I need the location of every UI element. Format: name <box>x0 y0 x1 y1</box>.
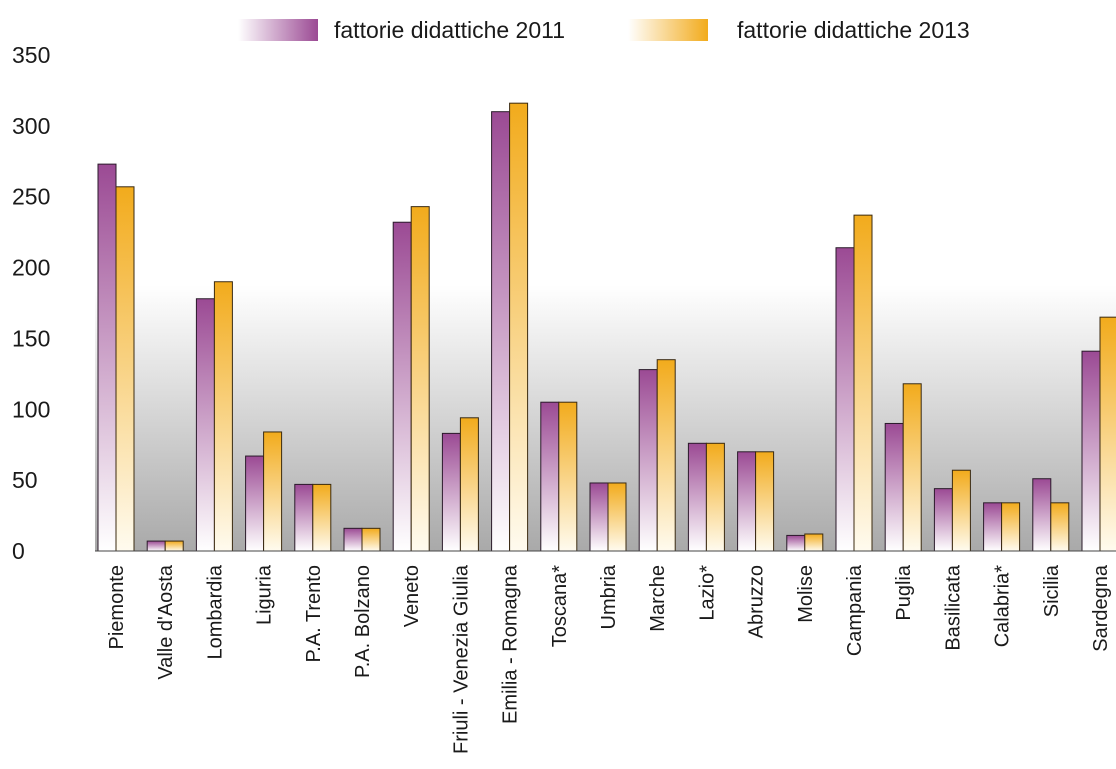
bar-2013 <box>361 527 381 552</box>
bar-2011 <box>343 527 363 552</box>
x-tick-label: Umbria <box>598 564 620 629</box>
y-tick-label: 350 <box>12 42 50 68</box>
legend-label-2011: fattorie didattiche 2011 <box>334 17 565 43</box>
bar-2013 <box>951 469 971 552</box>
bar-2013 <box>213 281 233 552</box>
bar-2011 <box>195 298 215 552</box>
bar-2013 <box>558 401 578 552</box>
bar-2011 <box>589 482 609 552</box>
bar-2013 <box>263 431 283 552</box>
x-axis: Piemonte Valle d'Aosta Lombardia Liguria P.A… <box>106 564 1112 754</box>
bar-2013 <box>853 214 873 552</box>
x-tick-label: Emilia - Romagna <box>500 564 522 724</box>
bar-2011 <box>392 221 412 552</box>
y-axis: 0 50 100 150 200 250 300 350 <box>12 42 50 564</box>
bar-2013 <box>804 533 824 552</box>
bar-2011 <box>786 534 806 552</box>
bar-2011 <box>491 111 511 552</box>
bar-2013 <box>607 482 627 552</box>
bar-2011 <box>1032 478 1052 552</box>
bar-2011 <box>835 247 855 552</box>
bar-2013 <box>115 186 135 552</box>
x-tick-label: P.A. Bolzano <box>352 565 374 678</box>
bar-2013 <box>902 383 922 552</box>
bar-2011 <box>983 502 1003 552</box>
x-tick-label: Lombardia <box>204 564 226 659</box>
y-tick-label: 50 <box>12 467 38 493</box>
bar-2011 <box>933 488 953 552</box>
legend-swatch-2011 <box>238 19 318 41</box>
y-tick-label: 250 <box>12 184 50 210</box>
x-tick-label: Basilicata <box>942 564 964 650</box>
legend-swatch-2013 <box>628 19 708 41</box>
bar-2011 <box>146 540 166 552</box>
y-tick-label: 200 <box>12 255 50 281</box>
x-tick-label: Valle d'Aosta <box>155 564 177 680</box>
x-tick-label: Veneto <box>401 565 423 627</box>
bar-2011 <box>97 163 117 552</box>
bar-2013 <box>312 483 332 552</box>
x-tick-label: Lazio* <box>696 565 718 621</box>
bar-2011 <box>638 369 658 552</box>
bar-2011 <box>245 455 265 552</box>
bar-2011 <box>540 401 560 552</box>
bars <box>97 102 1116 552</box>
bar-2013 <box>656 359 676 552</box>
bar-2011 <box>687 442 707 552</box>
x-tick-label: P.A. Trento <box>303 565 325 662</box>
x-tick-label: Campania <box>844 564 866 656</box>
y-tick-label: 300 <box>12 113 50 139</box>
bar-2013 <box>164 540 184 552</box>
x-tick-label: Abruzzo <box>746 565 768 638</box>
bar-2013 <box>1001 502 1021 552</box>
x-tick-label: Piemonte <box>106 565 128 650</box>
bar-2013 <box>459 417 479 552</box>
x-tick-label: Puglia <box>893 564 915 620</box>
bar-2011 <box>737 451 757 552</box>
x-tick-label: Toscana* <box>549 565 571 647</box>
bar-2011 <box>884 422 904 552</box>
legend-label-2013: fattorie didattiche 2013 <box>737 17 970 43</box>
x-tick-label: Liguria <box>254 564 276 625</box>
bar-2013 <box>1099 316 1116 552</box>
x-tick-label: Calabria* <box>992 565 1014 647</box>
x-tick-label: Sardegna <box>1090 564 1112 652</box>
legend: fattorie didattiche 2011 fattorie didatt… <box>238 17 970 43</box>
bar-2013 <box>509 102 529 552</box>
bar-2013 <box>410 206 430 552</box>
y-tick-label: 100 <box>12 396 50 422</box>
x-tick-label: Sicilia <box>1041 564 1063 617</box>
bar-2011 <box>294 483 314 552</box>
bar-2013 <box>755 451 775 552</box>
y-tick-label: 0 <box>12 538 25 564</box>
x-tick-label: Friuli - Venezia Giulia <box>450 564 472 754</box>
x-tick-label: Marche <box>647 565 669 632</box>
bar-2013 <box>1050 502 1070 552</box>
y-tick-label: 150 <box>12 325 50 351</box>
x-tick-label: Molise <box>795 565 817 623</box>
bar-2013 <box>705 442 725 552</box>
bar-2011 <box>441 432 461 552</box>
bar-2011 <box>1081 350 1101 552</box>
